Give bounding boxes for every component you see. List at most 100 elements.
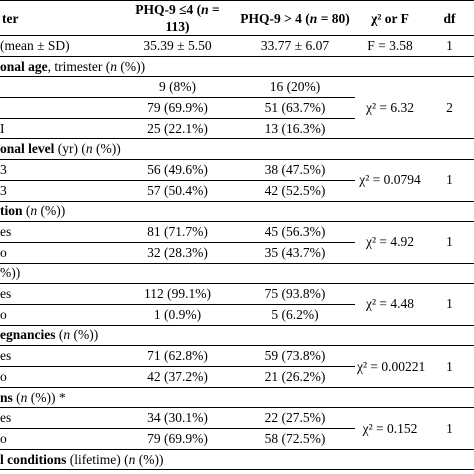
cell: 22 (27.5%) xyxy=(235,407,355,430)
text-part: n xyxy=(309,10,318,26)
row-label: o xyxy=(0,366,120,388)
text-part: l conditions xyxy=(0,451,67,467)
text-part: n xyxy=(201,2,209,17)
section-title: %)) xyxy=(0,263,474,285)
cell: 45 (56.3%) xyxy=(235,221,355,243)
df-cell: 1 xyxy=(425,283,474,326)
cell: 42 (52.5%) xyxy=(235,180,355,202)
row-label: o xyxy=(0,242,120,264)
header-cell: ter xyxy=(0,0,120,36)
text-part: ( xyxy=(12,389,21,405)
text-part: ( xyxy=(22,203,31,219)
row-label: 3 xyxy=(0,159,120,181)
header-cell: df xyxy=(425,0,474,36)
text-part: n xyxy=(63,327,71,343)
stat-cell: χ² = 0.0794 xyxy=(355,159,425,202)
row-label xyxy=(0,76,120,99)
row-label: o xyxy=(0,304,120,326)
section-row: tion (n (%)) xyxy=(0,201,474,223)
cell: 13 (16.3%) xyxy=(235,118,355,140)
data-row: o 32 (28.3%) 35 (43.7%) xyxy=(0,242,474,264)
cell: 59 (73.8%) xyxy=(235,345,355,367)
data-row: 9 (8%) 16 (20%) χ² = 6.32 2 xyxy=(0,76,474,140)
text-part: n xyxy=(30,203,38,219)
text-part: (%)) xyxy=(70,327,99,343)
row-label: I xyxy=(0,118,120,140)
text-part: n xyxy=(128,451,136,467)
text-part: (yr) ( xyxy=(54,141,86,157)
text-part: PHQ-9 ≤4 ( xyxy=(135,2,202,17)
row-label xyxy=(0,97,120,119)
text-part: n xyxy=(110,58,117,74)
header-cell: PHQ-9 ≤4 (n = 113) xyxy=(120,0,235,36)
header-cell: PHQ-9 > 4 (n = 80) xyxy=(235,0,355,36)
data-row: 3 56 (49.6%) 38 (47.5%) χ² = 0.0794 1 xyxy=(0,159,474,202)
cell: 32 (28.3%) xyxy=(120,242,235,264)
stat-cell: χ² = 0.152 xyxy=(355,407,425,450)
text-part: (%)) xyxy=(135,451,164,467)
df-cell: 1 xyxy=(425,159,474,202)
text-part: (%)) * xyxy=(27,389,66,405)
data-row: 79 (69.9%) 51 (63.7%) xyxy=(0,97,474,119)
cell: 35.39 ± 5.50 xyxy=(120,35,235,57)
row-label: o xyxy=(0,428,120,450)
df-cell: 1 xyxy=(425,407,474,450)
cell: 51 (63.7%) xyxy=(235,97,355,119)
cell: 79 (69.9%) xyxy=(120,428,235,450)
cell: 112 (99.1%) xyxy=(120,283,235,305)
text-part: (%)) xyxy=(92,141,121,157)
data-row: o 79 (69.9%) 58 (72.5%) xyxy=(0,428,474,450)
section-row: egnancies (n (%)) xyxy=(0,325,474,347)
cell: 81 (71.7%) xyxy=(120,221,235,243)
row-label: es xyxy=(0,407,120,430)
cell: 56 (49.6%) xyxy=(120,159,235,181)
text-part: ( xyxy=(55,327,64,343)
data-row: o 42 (37.2%) 21 (26.2%) xyxy=(0,366,474,388)
data-row: es 71 (62.8%) 59 (73.8%) χ² = 0.00221 1 xyxy=(0,345,474,388)
section-row: %)) xyxy=(0,263,474,285)
row-label: es xyxy=(0,221,120,243)
df-cell: 2 xyxy=(425,76,474,140)
df-cell: 1 xyxy=(425,345,474,388)
text-part: = 80) xyxy=(317,10,350,26)
section-title: tion (n (%)) xyxy=(0,201,474,223)
text-part: (lifetime) ( xyxy=(66,451,129,467)
section-title: onal level (yr) (n (%)) xyxy=(0,138,474,161)
cell: 35 (43.7%) xyxy=(235,242,355,264)
cell: 38 (47.5%) xyxy=(235,159,355,181)
text-part: tion xyxy=(0,203,23,219)
text-part: egnancies xyxy=(0,327,56,343)
text-part: onal level xyxy=(0,141,55,157)
text-part: n xyxy=(85,141,93,157)
stat-cell: F = 3.58 xyxy=(355,35,425,57)
stat-cell: χ² = 6.32 xyxy=(355,76,425,140)
section-row: ns (n (%)) * xyxy=(0,387,474,409)
cell: 75 (93.8%) xyxy=(235,283,355,305)
stat-cell: χ² = 0.00221 xyxy=(355,345,425,388)
text-part: , trimester ( xyxy=(47,58,111,74)
cell: 71 (62.8%) xyxy=(120,345,235,367)
cell: 79 (69.9%) xyxy=(120,97,235,119)
cell: 42 (37.2%) xyxy=(120,366,235,388)
text-part: ns xyxy=(0,389,13,405)
cell: 21 (26.2%) xyxy=(235,366,355,388)
row-label: es xyxy=(0,283,120,305)
text-part: (%)) xyxy=(37,203,66,219)
section-title: l conditions (lifetime) (n (%)) xyxy=(0,449,474,471)
row-label: es xyxy=(0,345,120,367)
section-title: ns (n (%)) * xyxy=(0,387,474,409)
data-row: I 25 (22.1%) 13 (16.3%) xyxy=(0,118,474,140)
section-row: onal level (yr) (n (%)) xyxy=(0,138,474,161)
cell: 57 (50.4%) xyxy=(120,180,235,202)
text-part: n xyxy=(20,389,28,405)
header-cell: χ² or F xyxy=(355,0,425,36)
row-label: 3 xyxy=(0,180,120,202)
cell: 5 (6.2%) xyxy=(235,304,355,326)
text-part: (%)) xyxy=(117,58,146,74)
stat-cell: χ² = 4.48 xyxy=(355,283,425,326)
data-row: es 112 (99.1%) 75 (93.8%) χ² = 4.48 1 xyxy=(0,283,474,326)
section-row: onal age, trimester (n (%)) xyxy=(0,56,474,78)
